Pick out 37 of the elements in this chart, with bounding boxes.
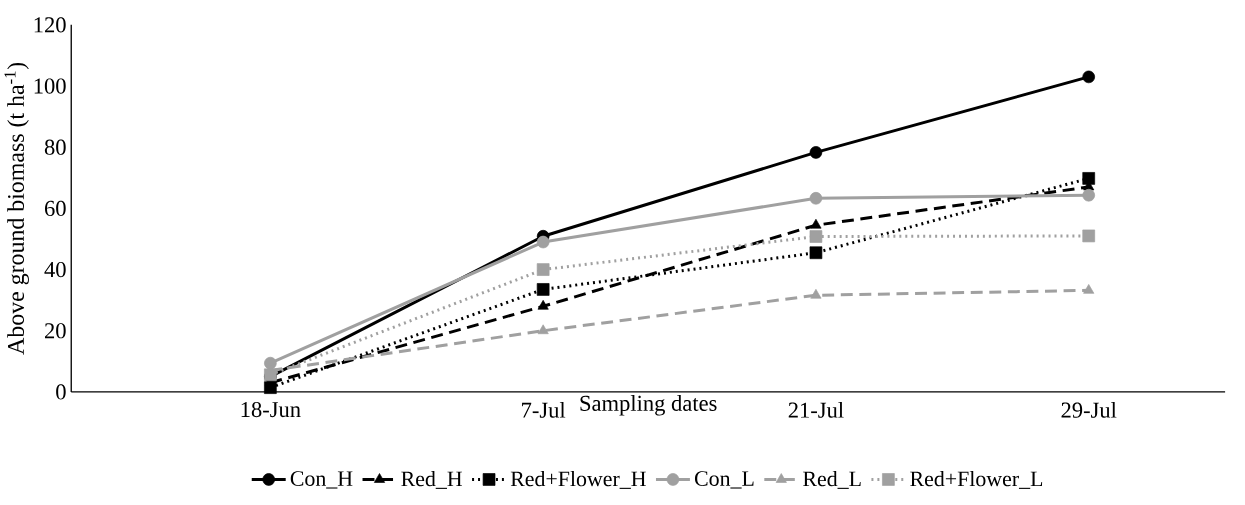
x-tick-label: 18-Jun [241, 401, 301, 417]
legend-label: Red_L [803, 470, 861, 489]
legend-label: Red+Flower_L [910, 470, 1043, 489]
y-tick-label: 60 [44, 200, 66, 216]
legend-label: Red+Flower_H [510, 470, 646, 489]
point [1082, 70, 1096, 84]
point [537, 299, 549, 310]
y-tick-label: 40 [44, 261, 66, 278]
legend-label: Con_L [694, 471, 754, 489]
x-axis-title: Sampling dates [580, 394, 717, 416]
point [264, 356, 277, 370]
y-tick-label: 100 [34, 78, 66, 94]
point [810, 218, 822, 229]
y-tick-label: 0 [56, 384, 66, 400]
point [809, 191, 823, 205]
y-axis-title: Above ground biomass (t ha$^{-1}$) [4, 62, 29, 355]
point [1082, 171, 1096, 185]
point [1083, 283, 1095, 294]
x-tick-label: 29-Jul [1061, 401, 1117, 418]
legend-label: Red_H [401, 470, 462, 489]
x-tick-label: 7-Jul [522, 401, 566, 418]
point [809, 230, 823, 243]
y-tick-label: 20 [45, 322, 66, 339]
x-tick-label: 21-Jul [788, 401, 844, 418]
legend-label: Con_H [290, 471, 353, 489]
point [536, 263, 550, 276]
point [809, 145, 823, 159]
point [810, 288, 822, 299]
point [537, 324, 549, 334]
point [1082, 229, 1096, 243]
y-tick-label: 120 [34, 17, 66, 33]
point [809, 246, 823, 259]
y-tick-label: 80 [44, 139, 66, 155]
point [536, 235, 550, 249]
point [536, 283, 550, 296]
point [1082, 188, 1096, 202]
point [264, 381, 277, 394]
